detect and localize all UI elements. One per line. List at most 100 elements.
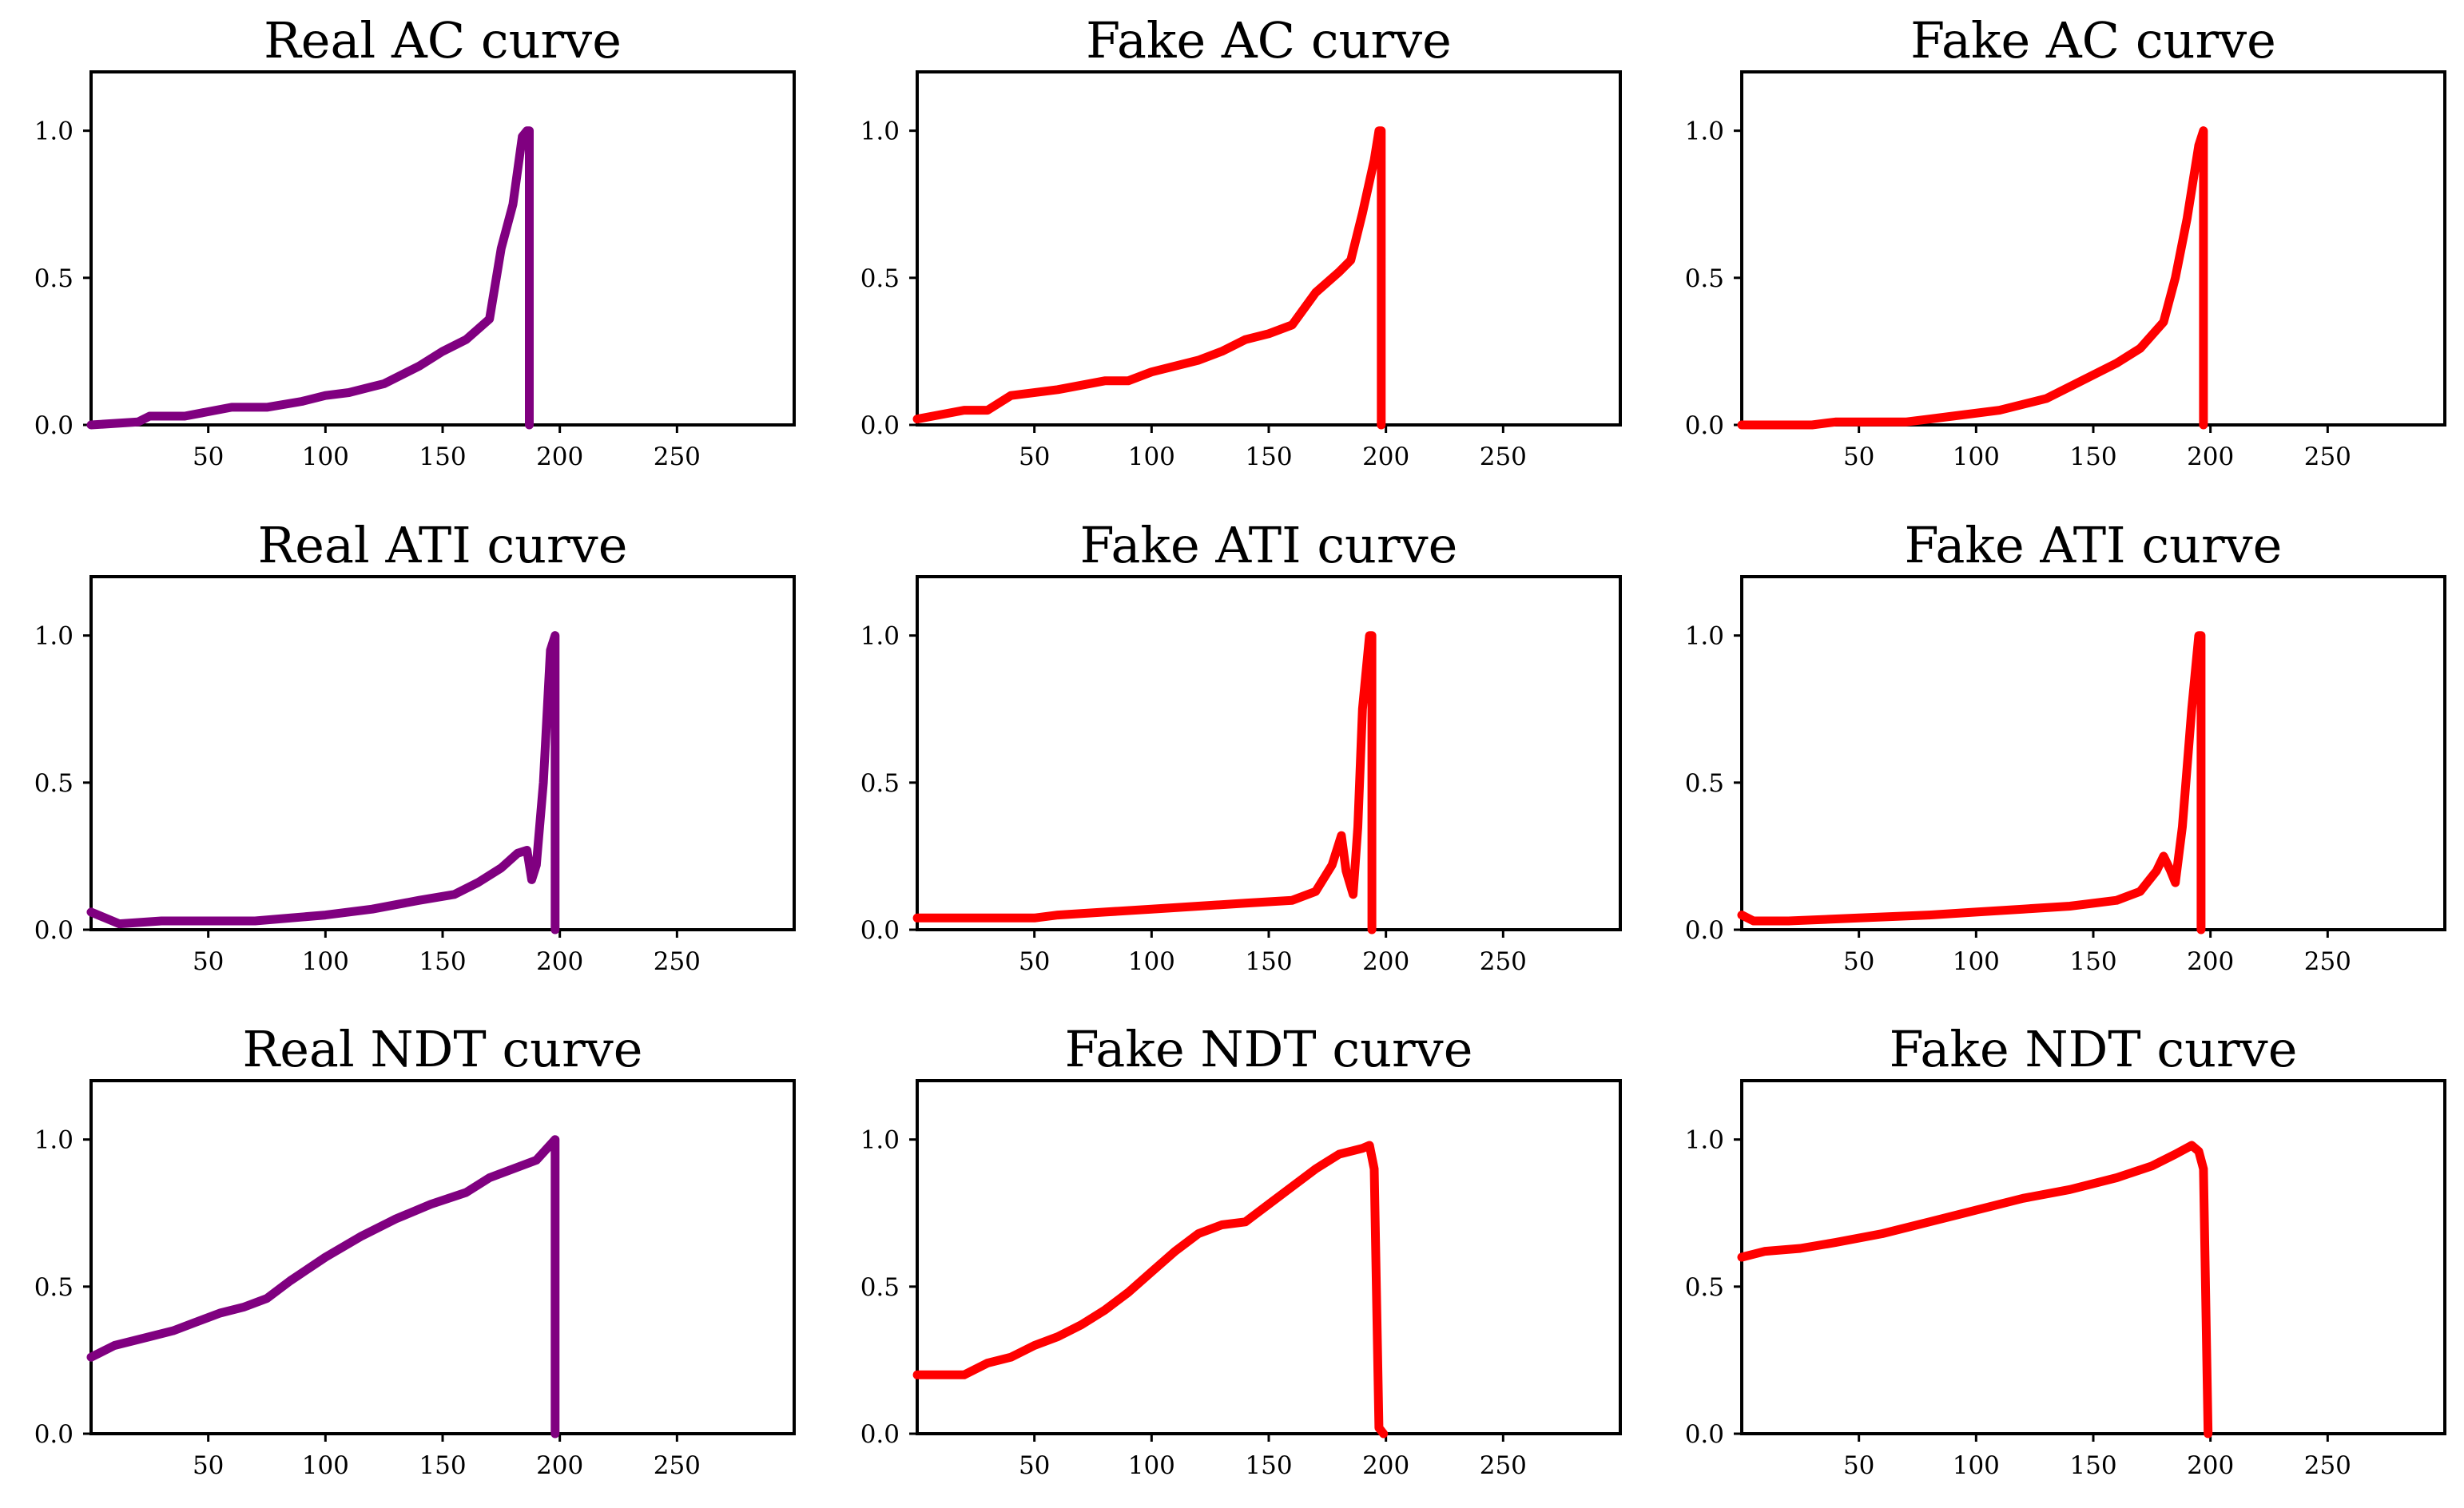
y-tick-label: 0.0 bbox=[34, 411, 74, 440]
x-tick-label: 200 bbox=[2187, 442, 2234, 471]
subplot-8: Fake NDT curve 50 100 150 200 250 0.0 0.5 1.0 bbox=[860, 1020, 1622, 1480]
y-tick-label: 0.0 bbox=[34, 916, 74, 945]
plot-frame bbox=[916, 1079, 1622, 1435]
y-tick-label: 1.0 bbox=[1685, 117, 1724, 146]
x-tick-label: 100 bbox=[1953, 1451, 2000, 1480]
y-tick-label: 0.0 bbox=[1685, 1420, 1724, 1449]
subplot-title: Real AC curve bbox=[264, 11, 622, 69]
x-tick-label: 250 bbox=[654, 1451, 701, 1480]
subplot-title: Fake NDT curve bbox=[1065, 1020, 1473, 1078]
series-line bbox=[1737, 126, 2208, 430]
x-tick-label: 100 bbox=[1128, 442, 1175, 471]
x-tick-label: 100 bbox=[302, 1451, 349, 1480]
plot-frame bbox=[89, 70, 796, 427]
y-tick-label: 1.0 bbox=[34, 1126, 74, 1155]
subplot-6: Fake ATI curve 50 100 150 200 250 0.0 0.5 1.0 bbox=[1685, 516, 2446, 976]
x-tick-label: 100 bbox=[1128, 1451, 1175, 1480]
x-tick-label: 50 bbox=[1843, 442, 1874, 471]
x-tick-label: 50 bbox=[1019, 442, 1050, 471]
y-tick-label: 0.5 bbox=[1685, 769, 1724, 798]
x-tick-label: 100 bbox=[1128, 947, 1175, 976]
x-tick-label: 150 bbox=[1245, 947, 1292, 976]
series-line bbox=[86, 126, 534, 430]
subplot-title: Real ATI curve bbox=[258, 516, 628, 574]
y-tick-label: 1.0 bbox=[860, 117, 900, 146]
y-tick-label: 0.5 bbox=[860, 1273, 900, 1302]
x-tick-label: 100 bbox=[302, 947, 349, 976]
subplot-7: Real NDT curve 50 100 150 200 250 0.0 0.5 1.0 bbox=[34, 1020, 796, 1480]
x-tick-label: 200 bbox=[536, 947, 583, 976]
x-tick-label: 100 bbox=[1953, 442, 2000, 471]
y-tick-label: 0.0 bbox=[34, 1420, 74, 1449]
x-tick-label: 250 bbox=[1480, 947, 1527, 976]
x-tick-label: 250 bbox=[1480, 1451, 1527, 1480]
x-tick-label: 50 bbox=[1843, 947, 1874, 976]
plot-frame bbox=[1740, 1079, 2446, 1435]
y-tick-label: 0.5 bbox=[34, 769, 74, 798]
y-tick-label: 0.0 bbox=[1685, 916, 1724, 945]
plot-frame bbox=[916, 575, 1622, 931]
y-tick-label: 0.0 bbox=[860, 1420, 900, 1449]
y-tick-label: 1.0 bbox=[860, 1126, 900, 1155]
series-line bbox=[86, 631, 560, 935]
series-line bbox=[86, 1135, 560, 1439]
plot-frame bbox=[89, 575, 796, 931]
series-line bbox=[912, 1141, 1389, 1439]
x-tick-label: 250 bbox=[2304, 442, 2351, 471]
y-tick-label: 1.0 bbox=[34, 622, 74, 651]
subplot-5: Fake ATI curve 50 100 150 200 250 0.0 0.5 1.0 bbox=[860, 516, 1622, 976]
y-tick-label: 0.5 bbox=[34, 264, 74, 293]
subplot-1: Real AC curve 50 100 150 200 250 0.0 0.5 1.0 bbox=[34, 11, 796, 471]
x-tick-label: 150 bbox=[2069, 442, 2116, 471]
x-tick-label: 50 bbox=[1019, 1451, 1050, 1480]
subplot-title: Fake NDT curve bbox=[1890, 1020, 2298, 1078]
x-tick-label: 200 bbox=[536, 1451, 583, 1480]
series-line bbox=[1737, 631, 2206, 935]
x-tick-label: 100 bbox=[302, 442, 349, 471]
y-tick-label: 0.5 bbox=[34, 1273, 74, 1302]
x-tick-label: 50 bbox=[193, 947, 224, 976]
y-tick-label: 0.0 bbox=[860, 411, 900, 440]
subplot-title: Real NDT curve bbox=[243, 1020, 643, 1078]
x-tick-label: 200 bbox=[1362, 442, 1409, 471]
x-tick-label: 150 bbox=[2069, 1451, 2116, 1480]
subplot-2: Fake AC curve 50 100 150 200 250 0.0 0.5 1.0 bbox=[860, 11, 1622, 471]
y-tick-label: 0.0 bbox=[860, 916, 900, 945]
x-tick-label: 50 bbox=[193, 1451, 224, 1480]
x-tick-label: 200 bbox=[1362, 947, 1409, 976]
x-tick-label: 150 bbox=[419, 1451, 466, 1480]
y-tick-label: 0.5 bbox=[860, 769, 900, 798]
series-line bbox=[912, 631, 1377, 935]
x-tick-label: 200 bbox=[536, 442, 583, 471]
plot-frame bbox=[89, 1079, 796, 1435]
x-tick-label: 50 bbox=[1019, 947, 1050, 976]
x-tick-label: 150 bbox=[2069, 947, 2116, 976]
y-tick-label: 1.0 bbox=[1685, 1126, 1724, 1155]
plot-frame bbox=[916, 70, 1622, 427]
subplot-title: Fake ATI curve bbox=[1905, 516, 2283, 574]
plot-frame bbox=[1740, 575, 2446, 931]
y-tick-label: 0.5 bbox=[1685, 264, 1724, 293]
x-tick-label: 250 bbox=[654, 442, 701, 471]
series-line bbox=[912, 126, 1386, 430]
subplot-4: Real ATI curve 50 100 150 200 250 0.0 0.5 1.0 bbox=[34, 516, 796, 976]
x-tick-label: 150 bbox=[1245, 1451, 1292, 1480]
subplot-title: Fake AC curve bbox=[1910, 11, 2276, 69]
y-tick-label: 1.0 bbox=[34, 117, 74, 146]
y-tick-label: 0.5 bbox=[860, 264, 900, 293]
x-tick-label: 250 bbox=[2304, 1451, 2351, 1480]
y-tick-label: 0.0 bbox=[1685, 411, 1724, 440]
x-tick-label: 50 bbox=[193, 442, 224, 471]
x-tick-label: 250 bbox=[654, 947, 701, 976]
x-tick-label: 150 bbox=[419, 442, 466, 471]
x-tick-label: 50 bbox=[1843, 1451, 1874, 1480]
y-tick-label: 0.5 bbox=[1685, 1273, 1724, 1302]
x-tick-label: 250 bbox=[1480, 442, 1527, 471]
subplot-9: Fake NDT curve 50 100 150 200 250 0.0 0.5 1.0 bbox=[1685, 1020, 2446, 1480]
y-tick-label: 1.0 bbox=[860, 622, 900, 651]
x-tick-label: 100 bbox=[1953, 947, 2000, 976]
x-tick-label: 150 bbox=[419, 947, 466, 976]
x-tick-label: 150 bbox=[1245, 442, 1292, 471]
series-line bbox=[1737, 1141, 2213, 1439]
